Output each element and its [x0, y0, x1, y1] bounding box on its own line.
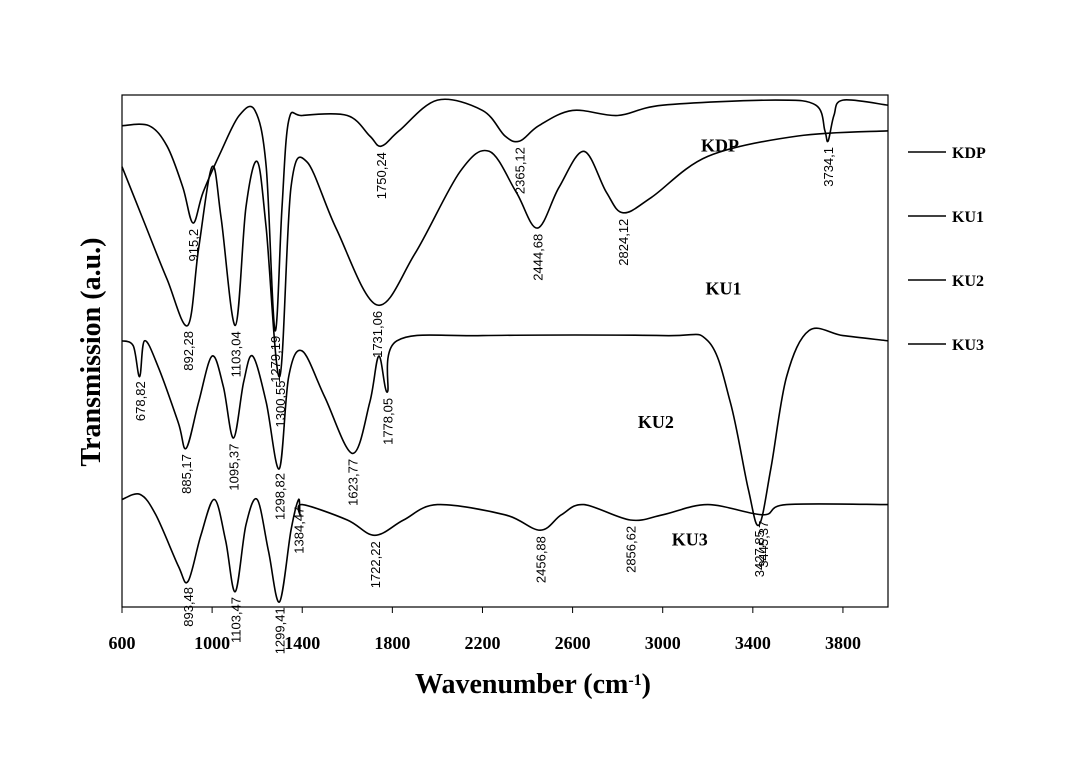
legend-label-ku1: KU1 — [952, 209, 984, 226]
peak-label: 3427,85 — [752, 530, 767, 577]
peak-label: 1279,19 — [268, 336, 283, 383]
legend-label-ku2: KU2 — [952, 273, 984, 290]
peak-label: 1298,82 — [272, 473, 287, 520]
peak-label: 2365,12 — [513, 147, 528, 194]
x-tick-label-2200: 2200 — [464, 633, 500, 653]
series-name-labels: KDP KU1 KU2 KU3 — [638, 135, 742, 549]
peak-label: 2856,62 — [623, 526, 638, 573]
legend: KDP KU1 KU2 KU3 — [908, 145, 986, 354]
peak-label: 915,2 — [186, 229, 201, 262]
peak-label: 3734,1 — [821, 147, 836, 187]
peak-label: 892,28 — [181, 331, 196, 371]
peak-label: 1750,24 — [374, 152, 389, 199]
series-name-kdp: KDP — [701, 135, 739, 155]
legend-label-ku3: KU3 — [952, 337, 984, 354]
peak-label: 1623,77 — [346, 459, 361, 506]
legend-label-kdp: KDP — [952, 145, 986, 162]
x-tick-label-1000: 1000 — [194, 633, 230, 653]
x-tick-label-1800: 1800 — [374, 633, 410, 653]
series-line-ku1 — [121, 130, 889, 378]
peak-label: 893,48 — [181, 587, 196, 627]
x-axis-title: Wavenumber (cm-1) — [415, 669, 651, 700]
peak-label: 1778,05 — [380, 398, 395, 445]
series-name-ku1: KU1 — [706, 279, 742, 299]
series-line-kdp — [121, 98, 889, 332]
peak-label: 2824,12 — [616, 219, 631, 266]
x-tick-label-3800: 3800 — [825, 633, 861, 653]
series-line-ku3 — [121, 493, 889, 603]
series-name-ku2: KU2 — [638, 412, 674, 432]
x-tick-label-3000: 3000 — [645, 633, 681, 653]
peak-label: 1103,47 — [228, 597, 243, 643]
peak-labels: 915,2 1279,19 1750,24 2365,12 3734,1 892,28 11… — [133, 147, 836, 654]
y-axis-title: Transmission (a.u.) — [76, 238, 107, 467]
peak-label: 1731,06 — [370, 311, 385, 358]
peak-label: 1384,47 — [292, 507, 307, 554]
x-axis-ticks: 600 1000 1400 1800 2200 2600 3000 3400 3800 — [109, 607, 861, 653]
peak-label: 885,17 — [179, 454, 194, 494]
x-tick-label-600: 600 — [109, 633, 136, 653]
x-tick-label-2600: 2600 — [555, 633, 591, 653]
peak-label: 678,82 — [133, 381, 148, 421]
peak-label: 2444,68 — [531, 234, 546, 281]
series-lines — [121, 98, 889, 603]
peak-label: 1299,41 — [273, 607, 288, 654]
x-tick-label-1400: 1400 — [284, 633, 320, 653]
peak-label: 1095,37 — [227, 444, 242, 491]
peak-label: 1103,04 — [228, 331, 243, 377]
series-line-ku2 — [121, 327, 889, 527]
plot-frame — [121, 94, 889, 608]
series-name-ku3: KU3 — [672, 530, 708, 550]
peak-label: 2456,88 — [533, 536, 548, 583]
x-tick-label-3400: 3400 — [735, 633, 771, 653]
peak-label: 1300,55 — [273, 381, 288, 428]
peak-label: 3445,37 — [756, 521, 771, 568]
peak-label: 1722,22 — [368, 541, 383, 588]
